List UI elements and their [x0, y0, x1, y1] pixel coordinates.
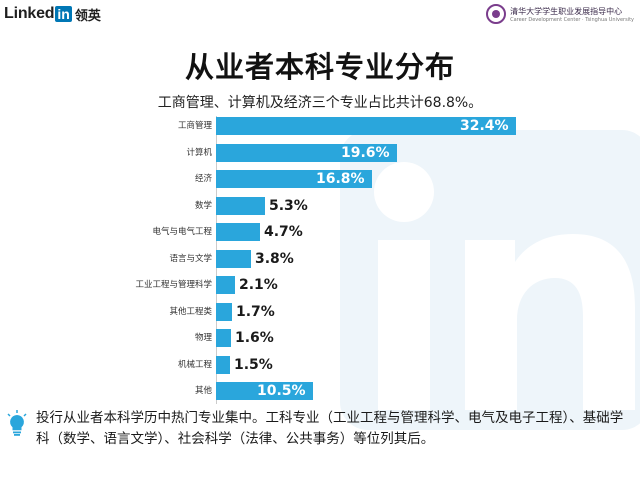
category-label: 数学	[194, 201, 212, 211]
partner-logo: 清华大学学生职业发展指导中心 Career Development Center…	[486, 4, 634, 24]
category-label: 计算机	[186, 148, 212, 158]
bar	[216, 223, 260, 241]
page-subtitle: 工商管理、计算机及经济三个专业占比共计68.8%。	[157, 95, 483, 111]
logo-linked-text: Linked	[4, 5, 55, 22]
partner-subtitle: Career Development Center · Tsinghua Uni…	[510, 16, 634, 23]
bar-row: 语言与文学 3.8%	[0, 247, 640, 271]
category-label: 电气与电气工程	[152, 227, 212, 237]
bar-row: 计算机 19.6%	[0, 141, 640, 165]
bar	[216, 303, 232, 321]
bar-row: 机械工程 1.5%	[0, 353, 640, 377]
bar-value-label: 1.6%	[235, 330, 274, 346]
category-label: 物理	[194, 333, 212, 343]
bar	[216, 382, 313, 400]
bar-value-label: 1.5%	[234, 357, 273, 373]
category-label: 机械工程	[177, 360, 212, 370]
bar	[216, 197, 265, 215]
bar-row: 其他工程类 1.7%	[0, 300, 640, 324]
category-label: 工业工程与管理科学	[135, 280, 212, 290]
bar-value-label: 19.6%	[341, 145, 390, 161]
bar-row: 其他 10.5%	[0, 379, 640, 403]
bar	[216, 170, 372, 188]
linkedin-logo[interactable]: Linked in 领英	[4, 3, 101, 25]
bar-row: 工业工程与管理科学 2.1%	[0, 273, 640, 297]
bar-row: 电气与电气工程 4.7%	[0, 220, 640, 244]
insight-note: 投行从业者本科学历中热门专业集中。工科专业（工业工程与管理科学、电气及电子工程）…	[7, 408, 626, 450]
category-label: 工商管理	[177, 121, 212, 131]
bar-row: 数学 5.3%	[0, 194, 640, 218]
bar-row: 经济 16.8%	[0, 167, 640, 191]
category-label: 其他	[194, 386, 212, 396]
bar-chart: 工商管理 32.4% 计算机 19.6% 经济 16.8% 数学 5.3% 电气与电气工程 4.7…	[0, 112, 640, 408]
bar-value-label: 3.8%	[255, 251, 294, 267]
bar	[216, 356, 230, 374]
lightbulb-icon	[7, 410, 27, 436]
bar	[216, 250, 251, 268]
university-seal-icon	[486, 4, 507, 24]
bar-value-label: 32.4%	[460, 118, 509, 134]
bar-value-label: 16.8%	[316, 171, 365, 187]
bar	[216, 276, 235, 294]
bar-value-label: 1.7%	[236, 304, 275, 320]
bar	[216, 117, 516, 135]
bar-row: 工商管理 32.4%	[0, 114, 640, 138]
bar	[216, 329, 231, 347]
bar-value-label: 2.1%	[239, 277, 278, 293]
logo-cn-text: 领英	[74, 8, 101, 24]
category-label: 其他工程类	[169, 307, 212, 317]
bar-value-label: 4.7%	[264, 224, 303, 240]
bar	[216, 144, 397, 162]
page-title: 从业者本科专业分布	[184, 50, 455, 84]
note-text: 投行从业者本科学历中热门专业集中。工科专业（工业工程与管理科学、电气及电子工程）…	[36, 410, 624, 447]
bar-value-label: 10.5%	[257, 383, 306, 399]
category-label: 经济	[194, 174, 212, 184]
bar-row: 物理 1.6%	[0, 326, 640, 350]
logo-in-badge: in	[55, 6, 72, 22]
header: Linked in 领英 清华大学学生职业发展指导中心 Career Devel…	[0, 0, 640, 30]
bar-value-label: 5.3%	[269, 198, 308, 214]
category-label: 语言与文学	[169, 254, 212, 264]
partner-name: 清华大学学生职业发展指导中心	[510, 6, 623, 16]
